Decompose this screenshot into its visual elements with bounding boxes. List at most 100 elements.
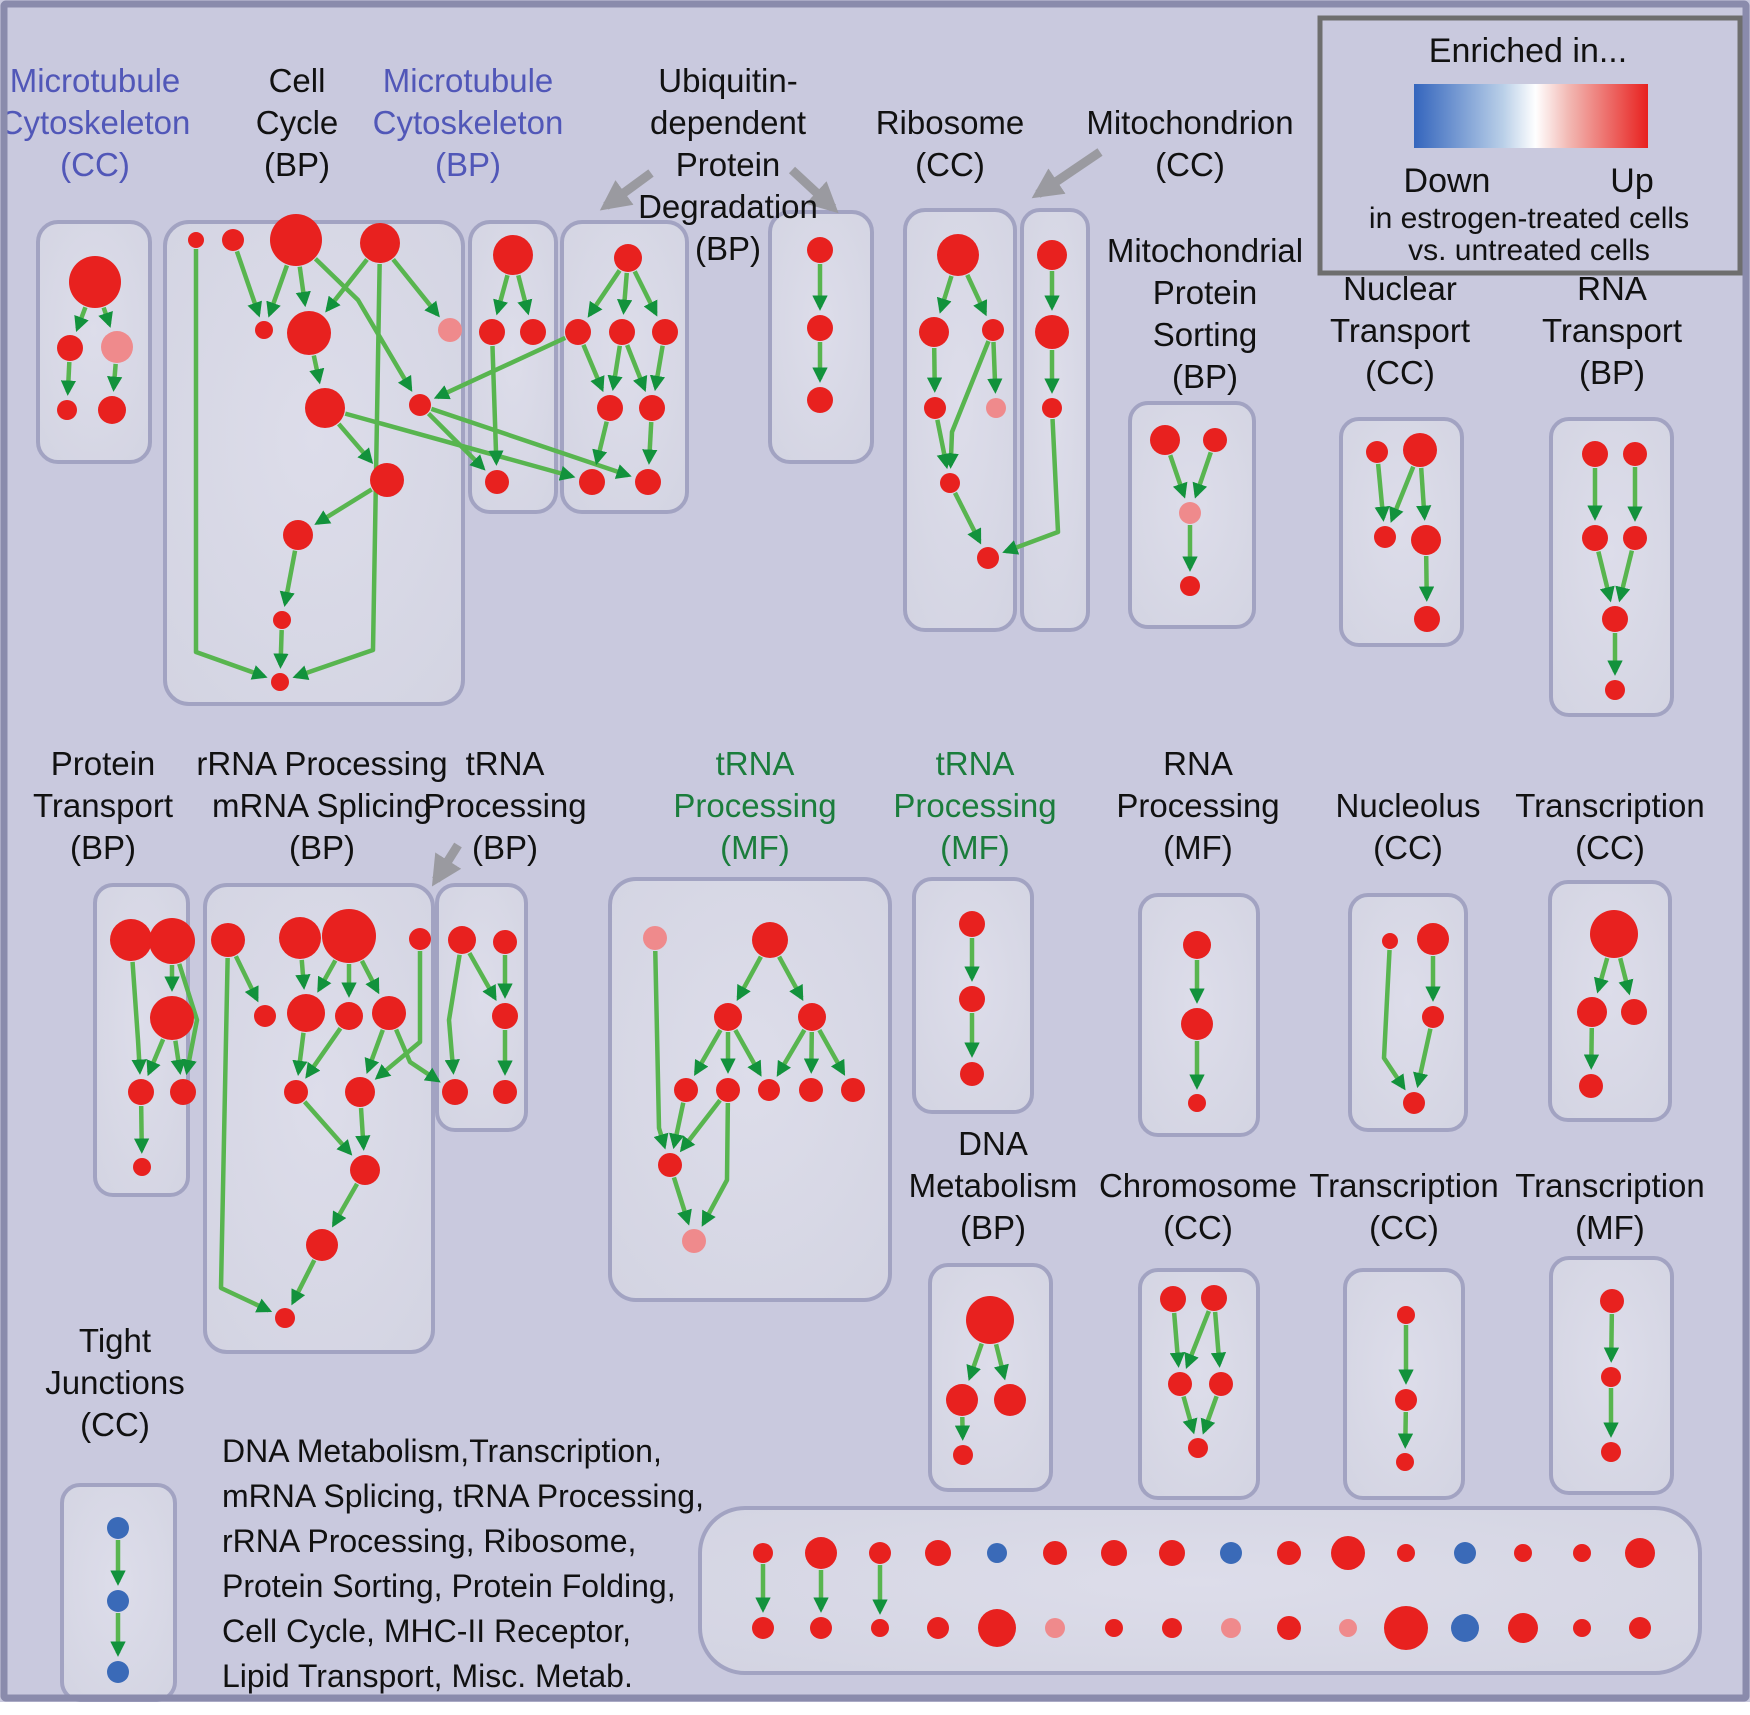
cluster-label-rna-trans: Transport <box>1542 312 1682 349</box>
go-term-node-bb11 <box>1339 1619 1357 1637</box>
go-term-node-b2 <box>222 229 244 251</box>
go-term-node-i3 <box>1582 525 1608 551</box>
go-term-node-r13 <box>275 1308 295 1328</box>
edge-arrow-p6-p11 <box>701 1102 731 1227</box>
edge-arrow-g2-g3 <box>1192 451 1213 499</box>
go-term-node-l2 <box>1417 923 1449 955</box>
edge-arrow-o2-o4 <box>1210 1311 1227 1368</box>
go-term-node-e4 <box>924 397 946 419</box>
go-term-node-q1 <box>1590 910 1638 958</box>
cluster-label-trna-mf-2: tRNA <box>936 745 1015 782</box>
go-term-node-bb13 <box>1451 1614 1479 1642</box>
go-term-node-b8 <box>409 394 431 416</box>
go-term-node-r9 <box>284 1080 308 1104</box>
edge-arrow-p2-p3 <box>736 955 763 1002</box>
edge-arrow-p4-p8 <box>803 1031 820 1074</box>
cluster-label-trna-mf-1: tRNA <box>716 745 795 782</box>
cluster-label-transc-mf: (MF) <box>1575 1209 1645 1246</box>
cluster-label-dna-metab: (BP) <box>960 1209 1026 1246</box>
go-term-node-n1 <box>966 1296 1014 1344</box>
cluster-label-rna-proc: Processing <box>1116 787 1279 824</box>
go-term-node-e5 <box>986 398 1006 418</box>
go-term-node-m4 <box>485 470 509 494</box>
go-term-node-q2 <box>1577 997 1607 1027</box>
edge-arrow-r10-r11 <box>355 1107 371 1151</box>
edge-arrow-e1-e2 <box>936 275 954 314</box>
edge-arrow-a1-a3 <box>98 306 113 328</box>
edge-arrow-b11-b12 <box>273 629 289 669</box>
cluster-label-mt-bp: Cytoskeleton <box>373 104 564 141</box>
go-term-node-bb6 <box>1045 1618 1065 1638</box>
go-term-node-bt3 <box>869 1542 891 1564</box>
edge-arrow-l1-l4 <box>1381 949 1406 1091</box>
go-term-node-bt13 <box>1454 1542 1476 1564</box>
go-term-node-r3 <box>322 909 376 963</box>
edge-arrow-o4-o5 <box>1200 1395 1219 1435</box>
edge-arrow-b6c-b9 <box>336 422 374 464</box>
go-term-node-v1 <box>614 244 642 272</box>
go-term-node-w3 <box>960 1062 984 1086</box>
cluster-label-ubiquitin: Ubiquitin- <box>658 62 797 99</box>
go-term-node-e2 <box>919 317 949 347</box>
cluster-label-transc-cc-3: (CC) <box>1369 1209 1439 1246</box>
go-term-node-g3 <box>1179 502 1201 524</box>
cluster-label-transc-mf: Transcription <box>1515 1167 1705 1204</box>
go-term-node-l3 <box>1422 1006 1444 1028</box>
go-term-node-b1 <box>188 232 204 248</box>
cluster-label-nuc-trans: Transport <box>1330 312 1470 349</box>
cluster-label-trna-mf-2: Processing <box>893 787 1056 824</box>
edge-arrow-b4-b12 <box>292 263 382 680</box>
cluster-label-rna-proc: (MF) <box>1163 829 1233 866</box>
go-term-node-bb10 <box>1277 1616 1301 1640</box>
go-term-node-p1 <box>643 926 667 950</box>
edge-arrow-r8-r10 <box>364 1029 385 1074</box>
cluster-label-mito-sort: (BP) <box>1172 358 1238 395</box>
go-term-node-v8 <box>635 469 661 495</box>
box-bottom-long <box>698 1506 1702 1675</box>
misc-categories-text: rRNA Processing, Ribosome, <box>222 1523 636 1559</box>
edge-arrow-q1-q2 <box>1593 957 1610 994</box>
go-term-node-j2 <box>107 1590 129 1612</box>
cluster-label-trna-mf-2: (MF) <box>940 829 1010 866</box>
go-term-node-p9 <box>841 1078 865 1102</box>
cluster-label-mito-sort: Sorting <box>1153 316 1258 353</box>
edge-arrow-t3-t4 <box>146 1038 166 1077</box>
go-term-node-u3 <box>492 1003 518 1029</box>
go-term-node-b3 <box>270 214 322 266</box>
edge-arrow-f3-e7 <box>1002 418 1061 555</box>
go-term-node-bb7 <box>1105 1619 1123 1637</box>
go-term-node-r12 <box>306 1229 338 1261</box>
legend-gradient-bar <box>1414 84 1648 148</box>
go-term-node-a4 <box>57 400 77 420</box>
go-term-node-t4 <box>128 1079 154 1105</box>
go-term-node-v4 <box>652 319 678 345</box>
go-term-node-h5 <box>1414 606 1440 632</box>
go-term-node-i2 <box>1623 442 1647 466</box>
go-term-node-bt15 <box>1573 1544 1591 1562</box>
edge-arrow-o2-o3 <box>1184 1310 1211 1369</box>
go-term-node-g1 <box>1150 425 1180 455</box>
cluster-label-trna-bp: (BP) <box>472 829 538 866</box>
go-term-node-b7 <box>438 318 462 342</box>
edge-arrow-p6-p10 <box>679 1098 722 1153</box>
cluster-label-rna-proc: RNA <box>1163 745 1233 782</box>
edge-arrow-t4-t6 <box>133 1105 150 1154</box>
edge-arrow-u1-u3 <box>467 951 497 1002</box>
cluster-label-trna-bp: Processing <box>423 787 586 824</box>
edge-arrow-b8-m4 <box>426 411 486 471</box>
go-term-node-k2 <box>1181 1008 1213 1040</box>
go-term-node-p3 <box>714 1003 742 1031</box>
cluster-label-prot-trans: Transport <box>33 787 173 824</box>
edge-arrow-b1-b12 <box>193 249 268 680</box>
edge-arrow-v2-b8 <box>433 335 567 400</box>
legend-subtitle-1: in estrogen-treated cells <box>1369 202 1689 235</box>
go-term-node-i5 <box>1602 606 1628 632</box>
box-cell-cycle <box>163 220 465 706</box>
arrow-to-ubiq-right <box>788 166 839 214</box>
go-term-node-e1 <box>937 234 979 276</box>
go-term-node-v2 <box>565 319 591 345</box>
go-term-node-bt9 <box>1220 1542 1242 1564</box>
go-term-node-p4 <box>798 1003 826 1031</box>
edge-arrow-n1-n3 <box>993 1343 1009 1381</box>
